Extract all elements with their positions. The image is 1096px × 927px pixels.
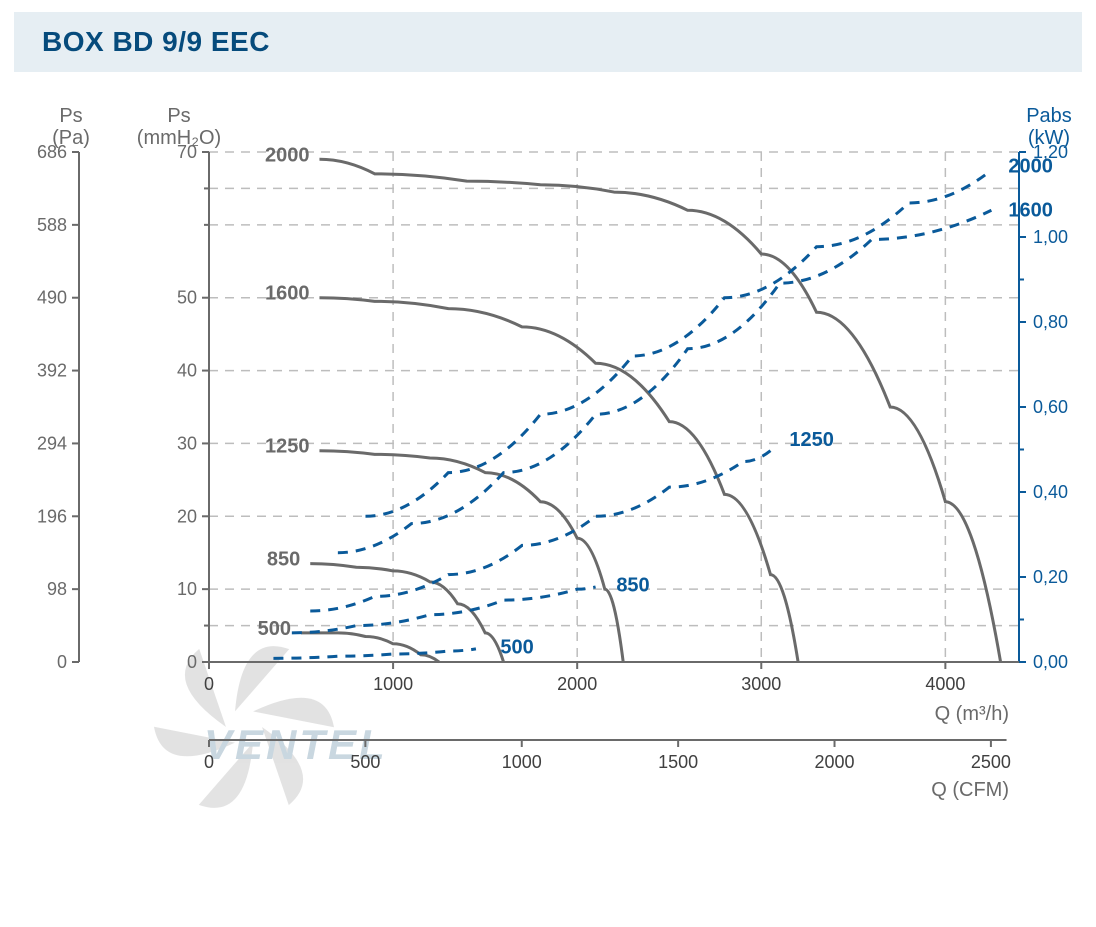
power-curve-label-500: 500 bbox=[500, 636, 533, 658]
power-curve-2000 bbox=[365, 170, 991, 516]
title-bar: BOX BD 9/9 EEC bbox=[14, 12, 1082, 72]
svg-text:2000: 2000 bbox=[814, 752, 854, 772]
svg-text:588: 588 bbox=[37, 215, 67, 235]
pressure-curve-500 bbox=[301, 633, 439, 662]
pressure-curve-label-500: 500 bbox=[258, 618, 291, 640]
svg-text:3000: 3000 bbox=[741, 674, 781, 694]
svg-text:98: 98 bbox=[47, 579, 67, 599]
pressure-curve-label-1250: 1250 bbox=[265, 436, 310, 458]
svg-text:0: 0 bbox=[204, 674, 214, 694]
svg-text:1500: 1500 bbox=[658, 752, 698, 772]
power-curve-1250 bbox=[310, 451, 770, 611]
svg-text:490: 490 bbox=[37, 288, 67, 308]
svg-text:0: 0 bbox=[187, 652, 197, 672]
svg-text:1000: 1000 bbox=[373, 674, 413, 694]
svg-text:4000: 4000 bbox=[925, 674, 965, 694]
svg-text:Ps: Ps bbox=[59, 107, 82, 127]
power-curve-label-1600: 1600 bbox=[1008, 199, 1053, 221]
svg-text:392: 392 bbox=[37, 361, 67, 381]
pressure-curve-label-1600: 1600 bbox=[265, 283, 310, 305]
chart-title: BOX BD 9/9 EEC bbox=[42, 26, 1054, 58]
power-curve-label-2000: 2000 bbox=[1008, 156, 1053, 178]
svg-text:Q (CFM): Q (CFM) bbox=[931, 779, 1009, 801]
svg-text:10: 10 bbox=[177, 579, 197, 599]
svg-text:Ps: Ps bbox=[167, 107, 190, 127]
svg-text:(mmH₂O): (mmH₂O) bbox=[137, 127, 221, 149]
svg-text:0: 0 bbox=[204, 752, 214, 772]
power-curve-label-1250: 1250 bbox=[789, 429, 834, 451]
svg-text:30: 30 bbox=[177, 433, 197, 453]
svg-text:2000: 2000 bbox=[557, 674, 597, 694]
svg-text:294: 294 bbox=[37, 433, 67, 453]
svg-text:50: 50 bbox=[177, 288, 197, 308]
chart-area: VENTEL098196294392490588686Ps(Pa)0102030… bbox=[14, 107, 1082, 827]
svg-text:(Pa): (Pa) bbox=[52, 127, 90, 149]
svg-text:Pabs: Pabs bbox=[1026, 107, 1072, 127]
svg-text:196: 196 bbox=[37, 506, 67, 526]
svg-text:20: 20 bbox=[177, 506, 197, 526]
svg-text:0,20: 0,20 bbox=[1033, 567, 1068, 587]
svg-text:0,80: 0,80 bbox=[1033, 312, 1068, 332]
power-curve-label-850: 850 bbox=[616, 575, 649, 597]
pressure-curve-label-850: 850 bbox=[267, 549, 300, 571]
svg-text:0,40: 0,40 bbox=[1033, 482, 1068, 502]
svg-text:1000: 1000 bbox=[502, 752, 542, 772]
svg-text:0,00: 0,00 bbox=[1033, 652, 1068, 672]
svg-text:40: 40 bbox=[177, 361, 197, 381]
svg-text:Q (m³/h): Q (m³/h) bbox=[935, 703, 1009, 725]
svg-text:2500: 2500 bbox=[971, 752, 1011, 772]
svg-text:0: 0 bbox=[57, 652, 67, 672]
power-curve-500 bbox=[273, 649, 476, 658]
power-curve-1600 bbox=[338, 210, 992, 552]
svg-text:1,00: 1,00 bbox=[1033, 227, 1068, 247]
fan-curve-chart: VENTEL098196294392490588686Ps(Pa)0102030… bbox=[14, 107, 1082, 827]
svg-text:500: 500 bbox=[350, 752, 380, 772]
svg-text:0,60: 0,60 bbox=[1033, 397, 1068, 417]
pressure-curve-label-2000: 2000 bbox=[265, 144, 310, 166]
svg-text:(kW): (kW) bbox=[1028, 127, 1070, 149]
pressure-curve-1600 bbox=[319, 298, 798, 662]
